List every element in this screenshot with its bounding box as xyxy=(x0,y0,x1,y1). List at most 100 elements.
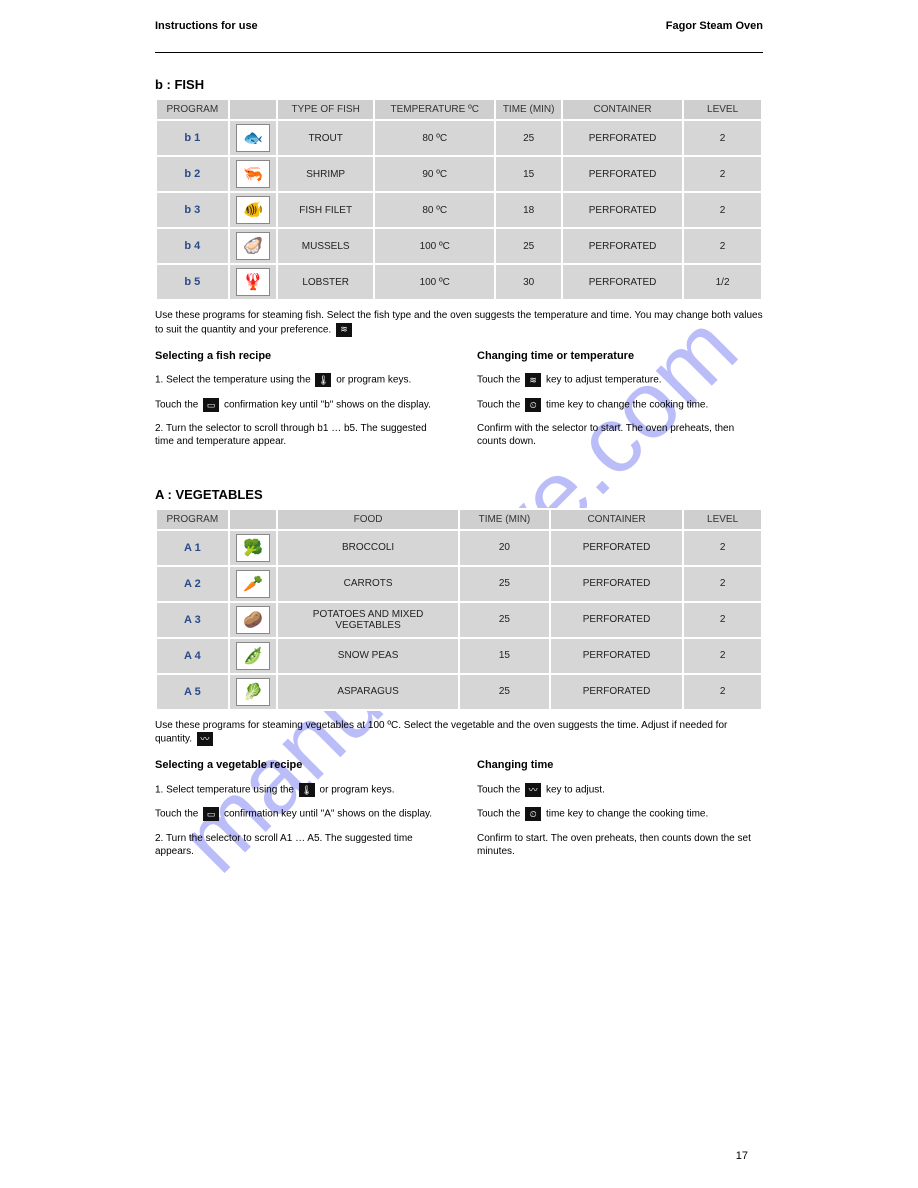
timer-icon: ⏲ xyxy=(525,398,541,412)
header-right: Fagor Steam Oven xyxy=(666,20,763,32)
veg-right-heading: Changing time xyxy=(477,758,763,773)
confirm-icon: ▭ xyxy=(203,807,219,821)
container-cell: PERFORATED xyxy=(550,530,683,566)
time-cell: 15 xyxy=(459,638,550,674)
food-icon: 🐟 xyxy=(236,124,270,152)
col-time: TIME (MIN) xyxy=(459,509,550,530)
level-cell: 2 xyxy=(683,602,762,638)
food-name-cell: MUSSELS xyxy=(277,228,374,264)
food-icon-cell: 🐟 xyxy=(229,120,277,156)
header-left: Instructions for use xyxy=(155,20,258,32)
food-icon: 🦞 xyxy=(236,268,270,296)
steam-icon: ≋ xyxy=(525,373,541,387)
program-cell: b 1 xyxy=(156,120,229,156)
food-icon: 🦪 xyxy=(236,232,270,260)
food-name-cell: SNOW PEAS xyxy=(277,638,459,674)
veg-instructions: Selecting a vegetable recipe 1. Select t… xyxy=(155,754,763,868)
program-cell: A 1 xyxy=(156,530,229,566)
text: key to adjust temperature. xyxy=(546,375,662,386)
program-cell: b 4 xyxy=(156,228,229,264)
food-icon-cell: 🥕 xyxy=(229,566,277,602)
container-cell: PERFORATED xyxy=(550,602,683,638)
container-cell: PERFORATED xyxy=(550,674,683,710)
text: time key to change the cooking time. xyxy=(546,809,708,820)
level-cell: 1/2 xyxy=(683,264,762,300)
food-name-cell: POTATOES AND MIXED VEGETABLES xyxy=(277,602,459,638)
time-cell: 25 xyxy=(495,120,562,156)
fish-left-col: Selecting a fish recipe 1. Select the te… xyxy=(155,345,441,459)
food-icon: 🥬 xyxy=(236,678,270,706)
level-cell: 2 xyxy=(683,674,762,710)
food-icon-cell: 🫛 xyxy=(229,638,277,674)
food-name-cell: LOBSTER xyxy=(277,264,374,300)
container-cell: PERFORATED xyxy=(550,566,683,602)
time-cell: 25 xyxy=(495,228,562,264)
table-row: b 2🦐SHRIMP90 ºC15PERFORATED2 xyxy=(156,156,762,192)
container-cell: PERFORATED xyxy=(562,264,683,300)
time-cell: 18 xyxy=(495,192,562,228)
container-cell: PERFORATED xyxy=(562,192,683,228)
fish-intro-text: Use these programs for steaming fish. Se… xyxy=(155,310,763,335)
veg-right-p3: Confirm to start. The oven preheats, the… xyxy=(477,832,763,859)
container-cell: PERFORATED xyxy=(562,228,683,264)
time-cell: 25 xyxy=(459,674,550,710)
col-type: TYPE OF FISH xyxy=(277,99,374,120)
col-icon xyxy=(229,99,277,120)
fish-instructions: Selecting a fish recipe 1. Select the te… xyxy=(155,345,763,459)
veg-section-title: A : VEGETABLES xyxy=(155,487,763,502)
fish-right-p2: Touch the ⏲ time key to change the cooki… xyxy=(477,398,763,412)
table-row: b 5🦞LOBSTER100 ºC30PERFORATED1/2 xyxy=(156,264,762,300)
veg-intro: Use these programs for steaming vegetabl… xyxy=(155,719,763,747)
food-icon: 🫛 xyxy=(236,642,270,670)
veg-table-header-row: PROGRAM FOOD TIME (MIN) CONTAINER LEVEL xyxy=(156,509,762,530)
time-cell: 30 xyxy=(495,264,562,300)
fish-right-p1: Touch the ≋ key to adjust temperature. xyxy=(477,373,763,387)
veg-intro-text: Use these programs for steaming vegetabl… xyxy=(155,720,727,745)
food-name-cell: ASPARAGUS xyxy=(277,674,459,710)
fish-left-p3: 2. Turn the selector to scroll through b… xyxy=(155,422,441,449)
fish-table: PROGRAM TYPE OF FISH TEMPERATURE ºC TIME… xyxy=(155,98,763,301)
fish-right-heading: Changing time or temperature xyxy=(477,349,763,364)
text: Touch the xyxy=(477,809,520,820)
food-name-cell: BROCCOLI xyxy=(277,530,459,566)
table-row: A 2🥕CARROTS25PERFORATED2 xyxy=(156,566,762,602)
col-program: PROGRAM xyxy=(156,509,229,530)
time-cell: 15 xyxy=(495,156,562,192)
food-icon-cell: 🦐 xyxy=(229,156,277,192)
col-time: TIME (MIN) xyxy=(495,99,562,120)
thermometer-icon: 🌡 xyxy=(315,373,331,387)
text: Touch the xyxy=(477,375,520,386)
text: or program keys. xyxy=(320,785,395,796)
page-content: Instructions for use Fagor Steam Oven b … xyxy=(0,0,918,909)
food-icon-cell: 🥦 xyxy=(229,530,277,566)
level-cell: 2 xyxy=(683,156,762,192)
time-cell: 25 xyxy=(459,566,550,602)
veg-right-col: Changing time Touch the 〰 key to adjust.… xyxy=(477,754,763,868)
table-row: b 1🐟TROUT80 ºC25PERFORATED2 xyxy=(156,120,762,156)
container-cell: PERFORATED xyxy=(562,156,683,192)
steam-icon: ≋ xyxy=(336,323,352,337)
text: confirmation key until "A" shows on the … xyxy=(224,809,432,820)
level-cell: 2 xyxy=(683,192,762,228)
food-icon: 🦐 xyxy=(236,160,270,188)
text: 1. Select the temperature using the xyxy=(155,375,311,386)
veg-left-p3: 2. Turn the selector to scroll A1 … A5. … xyxy=(155,832,441,859)
col-level: LEVEL xyxy=(683,99,762,120)
text: Touch the xyxy=(477,785,520,796)
program-cell: A 2 xyxy=(156,566,229,602)
fish-left-heading: Selecting a fish recipe xyxy=(155,349,441,364)
fish-section-title: b : FISH xyxy=(155,77,763,92)
program-cell: A 3 xyxy=(156,602,229,638)
food-icon-cell: 🐠 xyxy=(229,192,277,228)
level-cell: 2 xyxy=(683,120,762,156)
temp-cell: 80 ºC xyxy=(374,192,495,228)
col-food: FOOD xyxy=(277,509,459,530)
food-name-cell: TROUT xyxy=(277,120,374,156)
table-row: b 3🐠FISH FILET80 ºC18PERFORATED2 xyxy=(156,192,762,228)
table-row: A 3🥔POTATOES AND MIXED VEGETABLES25PERFO… xyxy=(156,602,762,638)
level-cell: 2 xyxy=(683,530,762,566)
program-cell: A 4 xyxy=(156,638,229,674)
food-icon: 🥔 xyxy=(236,606,270,634)
food-icon: 🥦 xyxy=(236,534,270,562)
header-rule xyxy=(155,52,763,53)
